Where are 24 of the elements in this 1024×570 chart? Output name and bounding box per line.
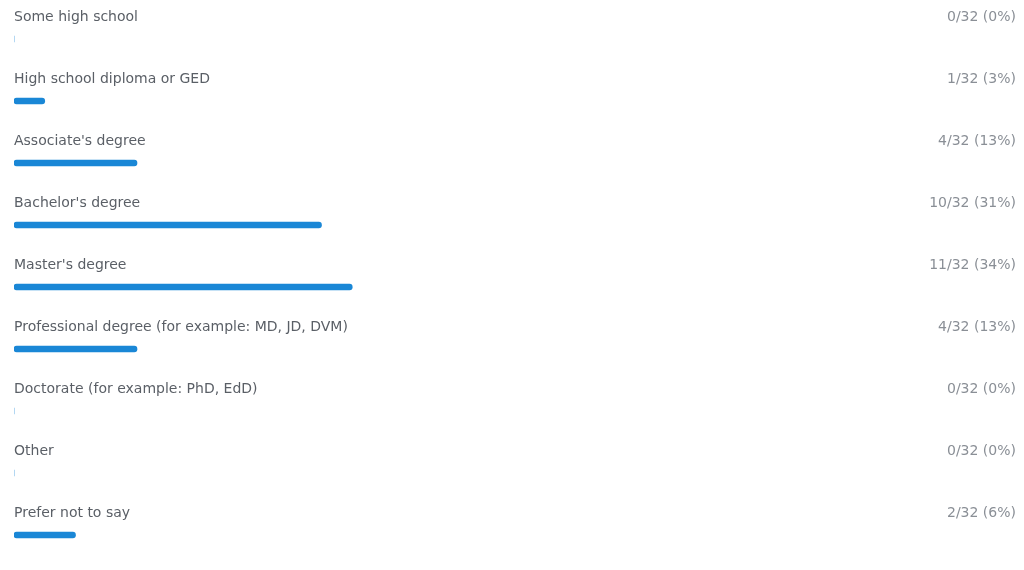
y-tick-label: Doctorate (for example: PhD, EdD) (14, 379, 258, 396)
data-label: 11/32 (34%) (929, 255, 1016, 272)
data-label: 0/32 (0%) (946, 441, 1016, 458)
y-tick-label: High school diploma or GED (14, 69, 210, 86)
bar (14, 97, 46, 105)
data-label: 2/32 (6%) (946, 503, 1016, 520)
data-label: 1/32 (3%) (946, 69, 1016, 86)
y-tick-label: Associate's degree (14, 131, 146, 148)
data-label: 4/32 (13%) (938, 131, 1016, 148)
data-label: 0/32 (0%) (946, 379, 1016, 396)
bar (14, 345, 138, 353)
y-tick-label: Prefer not to say (14, 503, 131, 520)
y-tick-label: Bachelor's degree (14, 193, 141, 210)
data-label: 10/32 (31%) (929, 193, 1016, 210)
y-tick-label: Some high school (14, 7, 139, 24)
bar (14, 159, 138, 167)
bar (14, 283, 353, 291)
data-label: 0/32 (0%) (946, 7, 1016, 24)
y-tick-label: Professional degree (for example: MD, JD, DVM) (14, 317, 348, 334)
data-label: 4/32 (13%) (938, 317, 1016, 334)
bar (14, 531, 76, 539)
y-tick-label: Other (14, 441, 54, 458)
bar (14, 221, 322, 229)
y-tick-label: Master's degree (14, 255, 127, 272)
